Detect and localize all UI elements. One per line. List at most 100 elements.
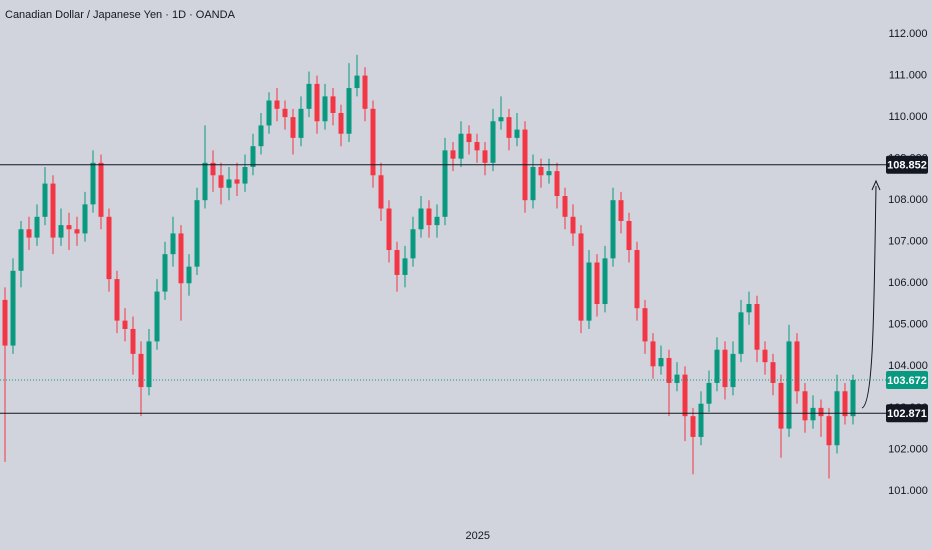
candle-body: [514, 129, 520, 138]
candle-body: [618, 200, 624, 221]
candle-body: [786, 341, 792, 429]
y-tick-label: 111.000: [889, 69, 927, 81]
candle-body: [674, 374, 680, 383]
candle-body: [74, 229, 80, 234]
candle-body: [738, 312, 744, 354]
candle-body: [418, 208, 424, 230]
y-tick-label: 101.000: [888, 485, 928, 497]
candle-body: [666, 358, 672, 383]
candle-body: [730, 353, 736, 388]
candle-body: [458, 133, 464, 159]
candle-body: [698, 403, 704, 437]
candle-body: [42, 183, 48, 217]
candle-body: [122, 320, 128, 329]
candle-body: [226, 179, 232, 188]
candle-body: [434, 216, 440, 226]
candle-body: [754, 304, 760, 350]
x-tick-label: 2025: [466, 530, 490, 542]
candle-body: [354, 75, 360, 89]
candle-body: [274, 100, 280, 109]
candle-body: [778, 382, 784, 429]
candle-body: [658, 358, 664, 367]
candle-body: [402, 258, 408, 275]
y-tick-label: 112.000: [889, 28, 928, 40]
candle-body: [370, 108, 376, 176]
level-label: 108.852: [887, 160, 927, 172]
candle-body: [178, 233, 184, 284]
candle-body: [290, 117, 296, 138]
y-tick-label: 106.000: [888, 277, 928, 289]
candle-body: [762, 349, 768, 363]
candle-body: [610, 200, 616, 259]
arrow: [861, 185, 877, 409]
candle-body: [242, 166, 248, 184]
candle-body: [162, 254, 168, 292]
candle-body: [130, 328, 136, 354]
candle-body: [346, 88, 352, 134]
candle-body: [410, 229, 416, 259]
level-badge: [886, 404, 928, 423]
candle-body: [34, 216, 40, 238]
level-label: 102.871: [887, 408, 927, 420]
y-tick-label: 105.000: [888, 319, 928, 331]
candle-body: [330, 96, 336, 113]
candle-body: [842, 391, 848, 417]
candle-body: [394, 250, 400, 275]
candle-body: [490, 121, 496, 163]
candle-body: [50, 183, 56, 238]
arrow-head: [871, 179, 881, 191]
y-tick-label: 102.000: [888, 443, 928, 455]
candle-body: [338, 112, 344, 134]
level-label: 103.672: [887, 375, 927, 387]
candle-body: [530, 166, 536, 201]
candle-body: [642, 308, 648, 342]
candle-body: [546, 171, 552, 176]
candle-body: [650, 341, 656, 367]
level-badge: [886, 370, 928, 389]
candle-body: [154, 291, 160, 342]
candle-body: [210, 162, 216, 176]
candle-body: [466, 133, 472, 143]
candle-body: [538, 166, 544, 176]
candle-body: [258, 125, 264, 147]
candle-body: [202, 162, 208, 201]
candle-body: [362, 75, 368, 109]
candle-body: [586, 262, 592, 321]
candle-body: [802, 391, 808, 421]
candle-body: [722, 349, 728, 388]
candle-body: [850, 379, 856, 417]
candle-body: [498, 117, 504, 122]
candle-body: [386, 208, 392, 251]
candle-body: [194, 200, 200, 267]
candle-body: [794, 341, 800, 392]
candle-body: [810, 407, 816, 421]
y-tick-label: 110.000: [889, 111, 928, 123]
y-tick-label: 104.000: [888, 360, 928, 372]
candle-body: [298, 108, 304, 138]
candle-body: [146, 341, 152, 388]
candle-body: [602, 258, 608, 305]
candle-body: [266, 100, 272, 126]
candle-body: [634, 250, 640, 309]
candle-body: [82, 204, 88, 234]
candle-body: [706, 382, 712, 404]
candle-body: [26, 229, 32, 238]
candle-body: [314, 83, 320, 122]
candle-body: [170, 233, 176, 255]
candle-body: [234, 179, 240, 184]
candle-body: [282, 108, 288, 118]
candle-body: [250, 146, 256, 167]
y-tick-label: 107.000: [888, 236, 928, 248]
candle-body: [626, 220, 632, 251]
candle-body: [818, 407, 824, 417]
candle-body: [218, 175, 224, 188]
candle-body: [90, 162, 96, 205]
candle-body: [506, 117, 512, 138]
candle-body: [10, 270, 16, 346]
candle-body: [66, 225, 72, 230]
chart-title: Canadian Dollar / Japanese Yen · 1D · OA…: [5, 9, 236, 21]
candle-body: [58, 225, 64, 238]
